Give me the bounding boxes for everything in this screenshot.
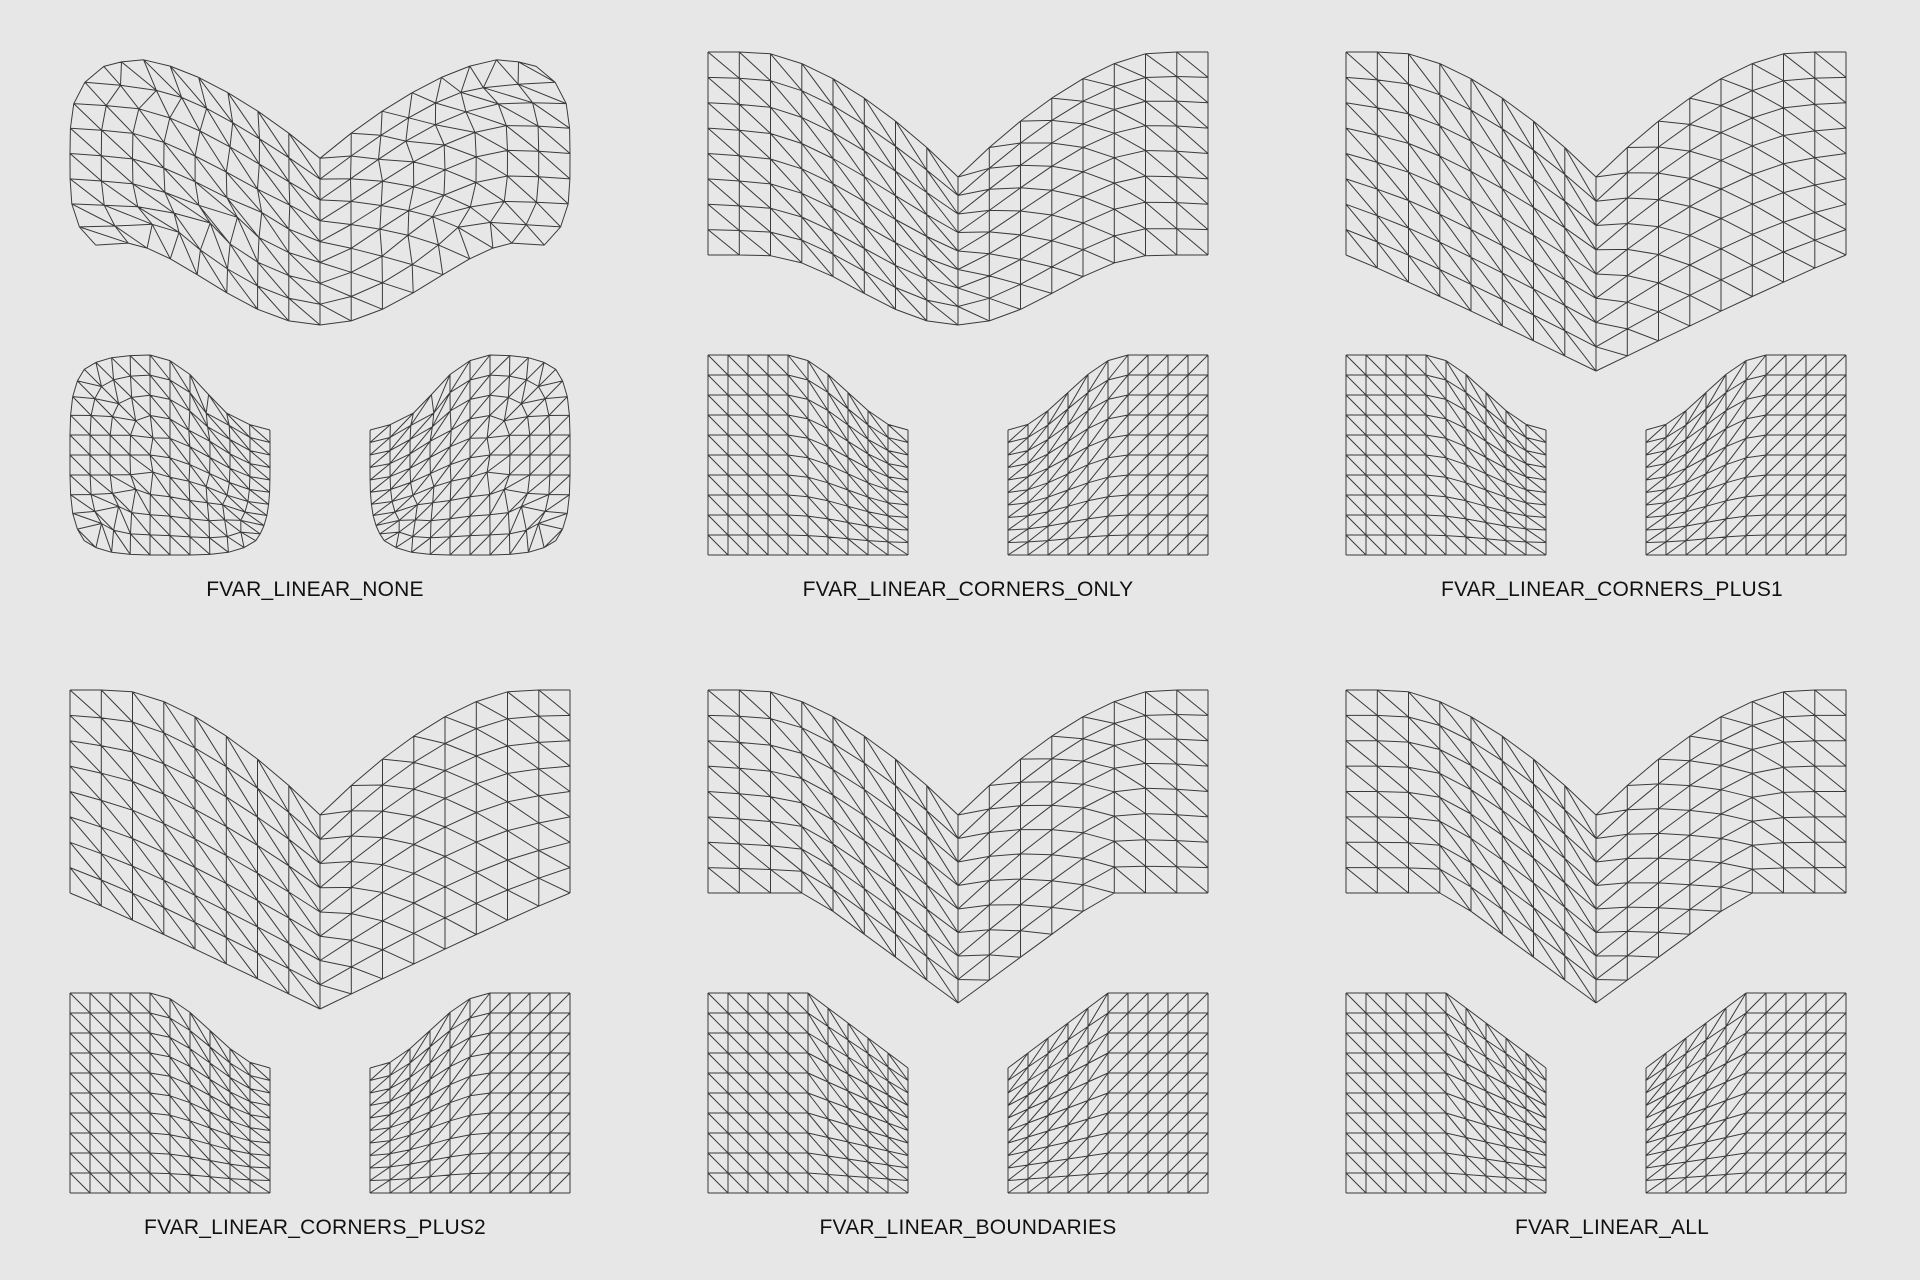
top-mesh-piece xyxy=(1345,51,1847,372)
top-mesh-piece xyxy=(707,51,1209,326)
mesh-edges xyxy=(1007,992,1209,1194)
mesh-edges xyxy=(69,992,271,1194)
panel-corners_plus1 xyxy=(1345,51,1847,556)
mesh-edges xyxy=(369,354,571,556)
panel-label-fvar-linear-corners-plus2: FVAR_LINEAR_CORNERS_PLUS2 xyxy=(144,1216,486,1239)
mesh-edges xyxy=(707,992,909,1194)
panel-all xyxy=(1345,689,1847,1194)
panel-corners_only xyxy=(707,51,1209,556)
panel-none xyxy=(69,59,571,556)
bottom-right-mesh-piece xyxy=(1645,992,1847,1194)
mesh-edges xyxy=(69,354,271,556)
bottom-right-mesh-piece xyxy=(369,354,571,556)
mesh-edges xyxy=(1345,992,1547,1194)
bottom-right-mesh-piece xyxy=(1645,354,1847,556)
bottom-right-mesh-piece xyxy=(1007,992,1209,1194)
mesh-edges xyxy=(69,689,571,1010)
mesh-edges xyxy=(1345,354,1547,556)
mesh-edges xyxy=(1645,992,1847,1194)
panel-label-fvar-linear-boundaries: FVAR_LINEAR_BOUNDARIES xyxy=(819,1216,1117,1239)
bottom-left-mesh-piece xyxy=(707,992,909,1194)
bottom-left-mesh-piece xyxy=(707,354,909,556)
bottom-left-mesh-piece xyxy=(69,354,271,556)
bottom-left-mesh-piece xyxy=(1345,992,1547,1194)
mesh-edges xyxy=(69,59,571,326)
panel-label-fvar-linear-all: FVAR_LINEAR_ALL xyxy=(1514,1216,1710,1239)
top-mesh-piece xyxy=(1345,689,1847,1004)
mesh-edges xyxy=(707,354,909,556)
mesh-edges xyxy=(707,689,1209,1004)
mesh-edges xyxy=(1645,354,1847,556)
bottom-right-mesh-piece xyxy=(369,992,571,1194)
panel-corners_plus2 xyxy=(69,689,571,1194)
panel-label-fvar-linear-corners-only: FVAR_LINEAR_CORNERS_ONLY xyxy=(802,578,1134,601)
panel-label-fvar-linear-none: FVAR_LINEAR_NONE xyxy=(206,578,424,601)
mesh-edges xyxy=(369,992,571,1194)
top-mesh-piece xyxy=(69,59,571,326)
top-mesh-piece xyxy=(69,689,571,1010)
bottom-left-mesh-piece xyxy=(69,992,271,1194)
bottom-right-mesh-piece xyxy=(1007,354,1209,556)
bottom-left-mesh-piece xyxy=(1345,354,1547,556)
mesh-edges xyxy=(707,51,1209,326)
mesh-edges xyxy=(1345,689,1847,1004)
mesh-edges xyxy=(1345,51,1847,372)
panel-boundaries xyxy=(707,689,1209,1194)
top-mesh-piece xyxy=(707,689,1209,1004)
mesh-edges xyxy=(1007,354,1209,556)
panel-label-fvar-linear-corners-plus1: FVAR_LINEAR_CORNERS_PLUS1 xyxy=(1441,578,1783,601)
